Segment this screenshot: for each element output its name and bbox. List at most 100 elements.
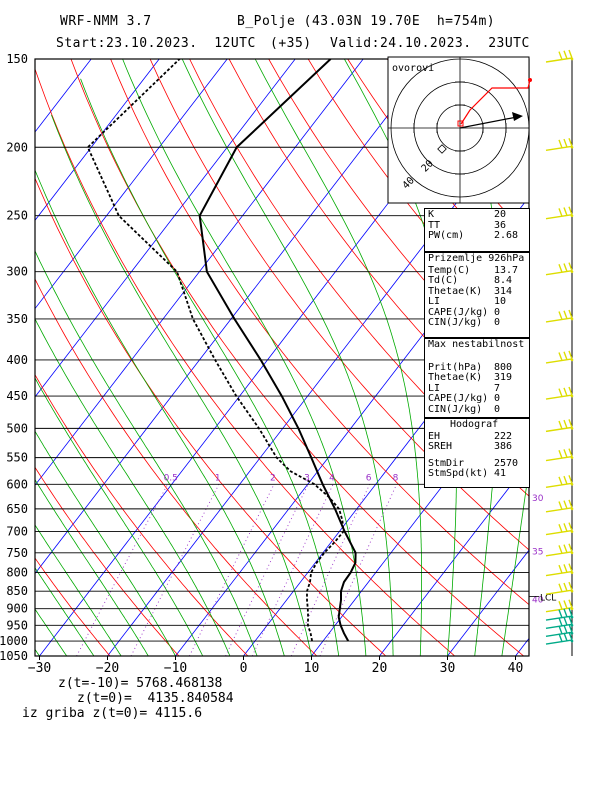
index-row: LI 10 — [428, 296, 507, 307]
stat-line: iz griba z(t=0)= 4115.6 — [22, 706, 203, 721]
storm-motion-vector — [459, 116, 518, 129]
stat-line: z(t=0)= 4135.840584 — [77, 691, 234, 706]
wind-barb-dot — [570, 317, 574, 321]
wind-barb-dot — [570, 639, 574, 643]
pressure-label: 250 — [6, 209, 28, 223]
mixing-ratio-line — [130, 484, 220, 656]
wind-barb — [545, 448, 574, 462]
mixing-ratio-line — [251, 484, 334, 656]
indices-box-general: K 20 TT 36 PW(cm) 2.68 — [424, 208, 530, 252]
wind-barb-dot — [570, 615, 574, 619]
wind-barb — [545, 522, 574, 536]
indices-title: Max nestabilnost — [428, 339, 525, 350]
wind-barb — [545, 262, 574, 276]
wind-barb-dot — [570, 607, 574, 611]
isotherm — [35, 59, 228, 310]
wind-barb — [545, 419, 574, 433]
indices-box-max-instability: Max nestabilnost Prit(hPa) 800 Thetae(K) 3… — [424, 338, 530, 418]
station-info: B_Polje (43.03N 19.70E h=754m) — [237, 14, 496, 29]
pressure-label: 850 — [6, 584, 28, 598]
pressure-label: 400 — [6, 353, 28, 367]
isotherm — [447, 549, 529, 656]
wind-barb — [545, 386, 574, 400]
start-time: Start:23.10.2023. 12UTC — [56, 36, 256, 51]
hodograph-trace — [460, 79, 531, 125]
isotherm — [35, 59, 364, 486]
wind-barb — [545, 475, 574, 489]
wind-barb — [545, 599, 574, 613]
pressure-label: 200 — [6, 140, 28, 154]
wind-barb — [545, 350, 574, 364]
moist-adiabat — [35, 478, 149, 656]
wind-barb-dot — [570, 631, 574, 635]
isotherm-edge-label: 30 — [532, 494, 544, 504]
pressure-label: 350 — [6, 312, 28, 326]
hodograph: ovorovi 20 40 — [387, 56, 532, 204]
index-row: CIN(J/kg) 0 — [428, 317, 501, 328]
index-row: Td(C) 8.4 — [428, 275, 513, 286]
index-row: SREH 386 — [428, 441, 513, 452]
moist-adiabat — [35, 377, 204, 656]
dewpoint-profile — [86, 59, 345, 642]
temperature-tick-label: 30 — [440, 661, 456, 676]
isotherm — [175, 196, 529, 656]
temperature-tick-label: 0 — [240, 661, 248, 676]
wind-barb-dot — [570, 551, 574, 555]
mixing-ratio-label: 1 — [215, 473, 221, 483]
moist-adiabat — [35, 567, 95, 656]
wind-barb — [545, 631, 574, 645]
index-row: CAPE(J/kg) 0 — [428, 393, 501, 404]
model-name: WRF-NMM 3.7 — [60, 14, 152, 29]
wind-barb — [545, 49, 574, 63]
moist-adiabat — [35, 249, 258, 656]
height-stats: z(t=-10)= 5768.468138 z(t=0)= 4135.84058… — [22, 676, 234, 721]
dry-adiabat — [585, 59, 600, 656]
mixing-ratio-line — [319, 484, 398, 656]
indices-title: Prizemlje 926hPa — [428, 253, 525, 264]
indices-box-surface: Prizemlje 926hPa Temp(C) 13.7 Td(C) 8.4 Th… — [424, 252, 530, 338]
isotherm — [379, 461, 529, 656]
index-row: Prit(hPa) 800 — [428, 361, 513, 373]
mixing-ratio-label: 8 — [393, 473, 399, 483]
hodograph-end-marker — [528, 78, 532, 82]
wind-barb-dot — [570, 483, 574, 486]
wind-barb-dot — [570, 530, 574, 533]
storm-motion-arrowhead — [512, 112, 523, 121]
moist-adiabat — [80, 78, 340, 656]
pressure-label: 650 — [6, 502, 28, 516]
index-row: EH 222 — [428, 430, 513, 442]
wind-barb-dot — [570, 57, 574, 61]
temperature-tick-label: −10 — [164, 661, 187, 676]
isotherm-edge-label: 40 — [532, 595, 544, 605]
temperature-tick-label: −20 — [96, 661, 119, 676]
wind-barb-dot — [570, 358, 574, 362]
pressure-label: 500 — [6, 421, 28, 435]
moist-adiabat — [35, 524, 122, 656]
wind-barb-dot — [570, 270, 574, 273]
wind-barb-dot — [570, 427, 574, 430]
index-row: Thetae(K) 319 — [428, 372, 513, 383]
isotherm — [35, 59, 432, 575]
lead-time: (+35) — [270, 36, 312, 51]
wind-barb-dot — [570, 394, 574, 398]
pressure-label: 450 — [6, 389, 28, 403]
dry-adiabat — [35, 373, 249, 656]
pressure-label: 300 — [6, 265, 28, 279]
pressure-label: 150 — [6, 52, 28, 66]
isotherm — [35, 59, 160, 221]
pressure-label: 700 — [6, 525, 28, 539]
indices-title: Hodograf — [450, 419, 499, 430]
wind-barb — [545, 138, 574, 151]
pressure-label: 600 — [6, 477, 28, 491]
temperature-profile — [198, 59, 357, 642]
index-row: CIN(J/kg) 0 — [428, 403, 501, 415]
mixing-ratio-label: 3 — [304, 473, 310, 483]
index-row: K 20 — [428, 209, 507, 220]
temperature-tick-label: −30 — [28, 661, 51, 676]
mixing-ratio-label: 2 — [270, 473, 276, 483]
hodograph-start-marker — [457, 120, 464, 127]
wind-barb-dot — [570, 589, 574, 593]
wind-barb — [545, 499, 574, 513]
wind-barb — [545, 581, 574, 595]
